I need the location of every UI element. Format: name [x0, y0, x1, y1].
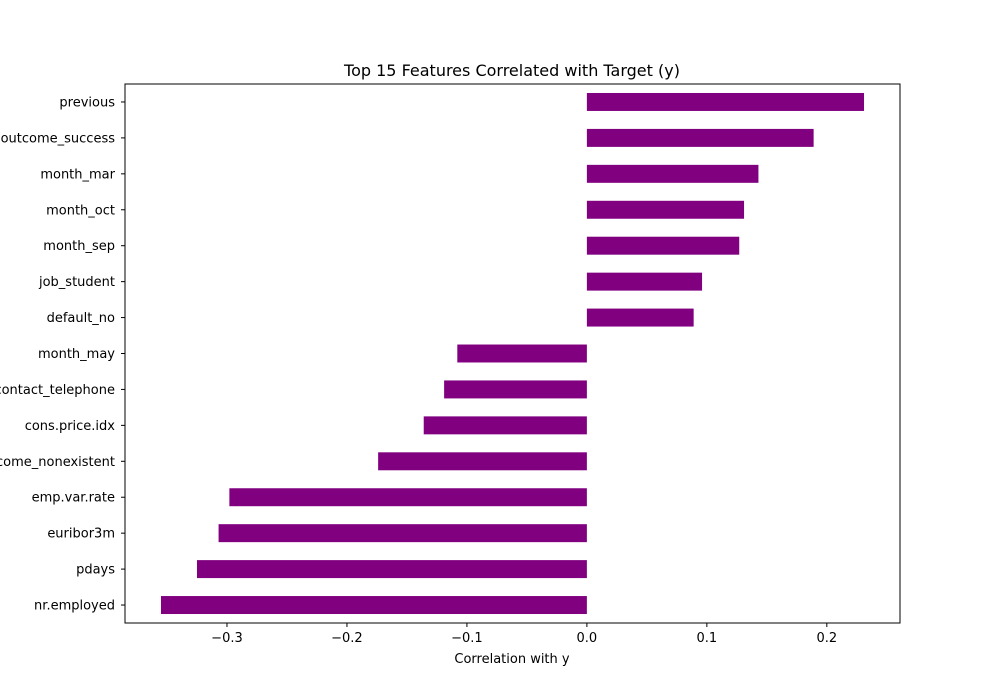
y-tick-label: cons.price.idx: [25, 419, 116, 434]
y-tick-label: month_mar: [40, 167, 115, 182]
bar-cons-price-idx: [423, 416, 587, 435]
x-tick-label: −0.2: [331, 631, 363, 646]
bar-month-may: [457, 344, 587, 363]
y-tick-label: pdays: [76, 563, 115, 578]
bar-month-sep: [586, 236, 740, 255]
bar-pdays: [196, 560, 587, 579]
y-tick-label: job_student: [38, 275, 115, 290]
bar-emp-var-rate: [229, 488, 587, 507]
bar-euribor3m: [218, 524, 587, 543]
x-tick-label: −0.3: [211, 631, 243, 646]
y-tick-label: euribor3m: [47, 527, 115, 542]
x-tick-label: −0.1: [451, 631, 483, 646]
bar-poutcome-success: [586, 128, 814, 147]
y-tick-label: month_may: [38, 347, 115, 362]
bar-month-mar: [586, 164, 759, 183]
y-tick-label: month_oct: [46, 203, 115, 218]
bar-contact-telephone: [444, 380, 587, 399]
y-tick-label: default_no: [47, 311, 115, 326]
y-tick-label: month_sep: [43, 239, 115, 254]
y-tick-label: previous: [59, 95, 115, 110]
bar-previous: [586, 92, 865, 111]
bar-default-no: [586, 308, 694, 327]
y-tick-label: poutcome_nonexistent: [0, 455, 115, 470]
x-axis-ticks: −0.3 −0.2 −0.1 0.0 0.1 0.2: [211, 623, 837, 646]
y-tick-label: contact_telephone: [0, 383, 115, 398]
chart-title: Top 15 Features Correlated with Target (…: [343, 61, 680, 80]
plot-frame: [124, 83, 901, 624]
y-tick-label: emp.var.rate: [32, 491, 115, 506]
bar-month-oct: [586, 200, 745, 219]
bar-poutcome-nonexistent: [378, 452, 587, 471]
y-tick-label: poutcome_success: [0, 131, 115, 146]
bar-nr-employed: [160, 596, 587, 615]
x-tick-label: 0.1: [697, 631, 718, 646]
x-tick-label: 0.2: [816, 631, 837, 646]
x-tick-label: 0.0: [577, 631, 598, 646]
y-tick-label: nr.employed: [34, 599, 115, 614]
y-axis-ticks: previous poutcome_success month_mar month_o…: [0, 95, 125, 614]
bar-job-student: [586, 272, 703, 291]
x-axis-label: Correlation with y: [454, 652, 570, 667]
bars-group: [160, 92, 865, 615]
